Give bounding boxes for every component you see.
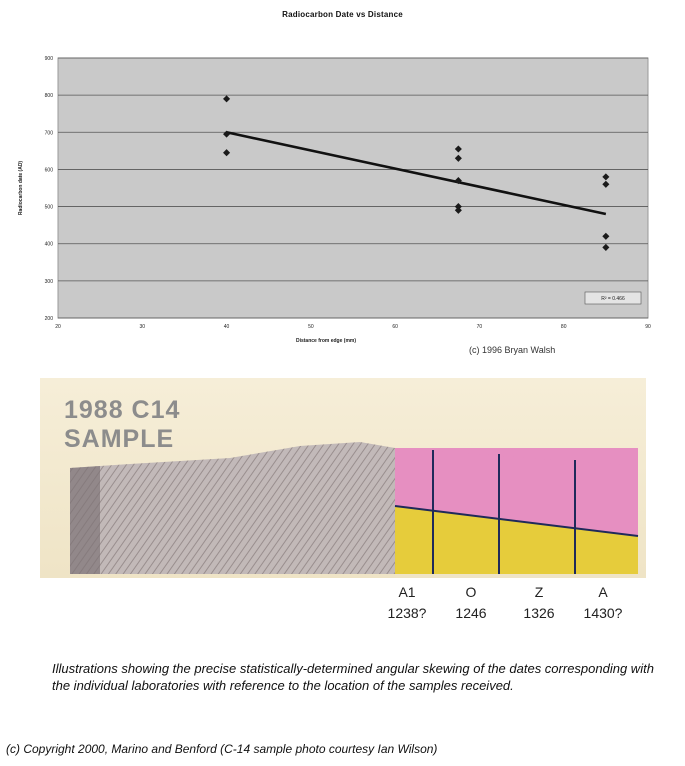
- chart-credit: (c) 1996 Bryan Walsh: [469, 345, 556, 355]
- photo-title-line1: 1988 C14: [64, 396, 181, 424]
- cloth-shadow: [70, 466, 100, 574]
- lab-a: A 1430?: [568, 582, 638, 624]
- c14-sample-photo: 1988 C14 SAMPLE: [40, 378, 646, 578]
- x-tick-label: 50: [308, 324, 314, 330]
- lab-date: 1238?: [387, 605, 427, 621]
- chart-title: Radiocarbon Date vs Distance: [282, 10, 403, 19]
- data-point: [223, 149, 231, 157]
- x-tick-label: 30: [140, 324, 146, 330]
- x-tick-label: 40: [224, 324, 230, 330]
- y-tick-label: 400: [45, 242, 54, 248]
- figure-caption: Illustrations showing the precise statis…: [52, 661, 654, 693]
- sample-lower-band: [395, 506, 638, 574]
- data-point: [223, 130, 231, 138]
- scatter-chart: 900 800 700 600 500 400 300 200 20 30 40 50 60 70 80 9…: [18, 56, 651, 344]
- lab-date: 1246: [455, 605, 487, 621]
- data-point: [602, 173, 610, 181]
- data-point: [602, 232, 610, 240]
- x-axis-label: Distance from edge (mm): [296, 338, 356, 344]
- lab-date: 1326: [523, 605, 555, 621]
- cloth-sample: [70, 442, 395, 574]
- data-point: [223, 95, 231, 103]
- data-point: [602, 180, 610, 188]
- y-axis-label: Radiocarbon date (AD): [18, 161, 24, 216]
- lab-a1: A1 1238?: [372, 582, 442, 624]
- y-tick-label: 300: [45, 279, 54, 285]
- grid-lines: [58, 57, 648, 319]
- data-point: [454, 206, 462, 214]
- copyright-notice: (c) Copyright 2000, Marino and Benford (…: [6, 742, 438, 756]
- lab-date: 1430?: [583, 605, 623, 621]
- data-point: [454, 154, 462, 162]
- data-point: [454, 145, 462, 153]
- plot-area: [57, 57, 649, 319]
- x-tick-label: 90: [645, 324, 651, 330]
- lab-code: O: [465, 584, 477, 600]
- y-tick-label: 700: [45, 130, 54, 136]
- data-points: [223, 95, 610, 251]
- y-tick-label: 800: [45, 93, 54, 99]
- y-tick-label: 200: [45, 316, 54, 322]
- lab-code: A: [598, 584, 608, 600]
- trendline-segment: [226, 131, 607, 216]
- upper-band-fill: [395, 448, 638, 536]
- angular-skew-line: [394, 505, 639, 537]
- trendline: [226, 131, 607, 216]
- r2-label: R² = 0.466: [601, 296, 625, 302]
- data-point: [602, 243, 610, 251]
- lab-code: Z: [534, 584, 544, 600]
- y-tick-label: 500: [45, 205, 54, 211]
- y-axis-ticks: 900 800 700 600 500 400 300 200: [45, 56, 54, 322]
- x-tick-label: 80: [561, 324, 567, 330]
- sample-image: [70, 442, 639, 574]
- lab-o: O 1246: [436, 582, 506, 624]
- lab-code: A1: [398, 584, 416, 600]
- y-tick-label: 600: [45, 167, 54, 173]
- data-point: [454, 203, 462, 211]
- x-axis-ticks: 20 30 40 50 60 70 80 90: [55, 324, 651, 330]
- y-tick-label: 900: [45, 56, 54, 62]
- photo-title-line2: SAMPLE: [64, 425, 175, 453]
- x-tick-label: 20: [55, 324, 61, 330]
- data-point: [454, 177, 462, 185]
- x-tick-label: 70: [477, 324, 483, 330]
- lab-z: Z 1326: [504, 582, 574, 624]
- r2-box: [584, 291, 642, 305]
- photo-title: 1988 C14 SAMPLE: [64, 396, 324, 454]
- x-tick-label: 60: [392, 324, 398, 330]
